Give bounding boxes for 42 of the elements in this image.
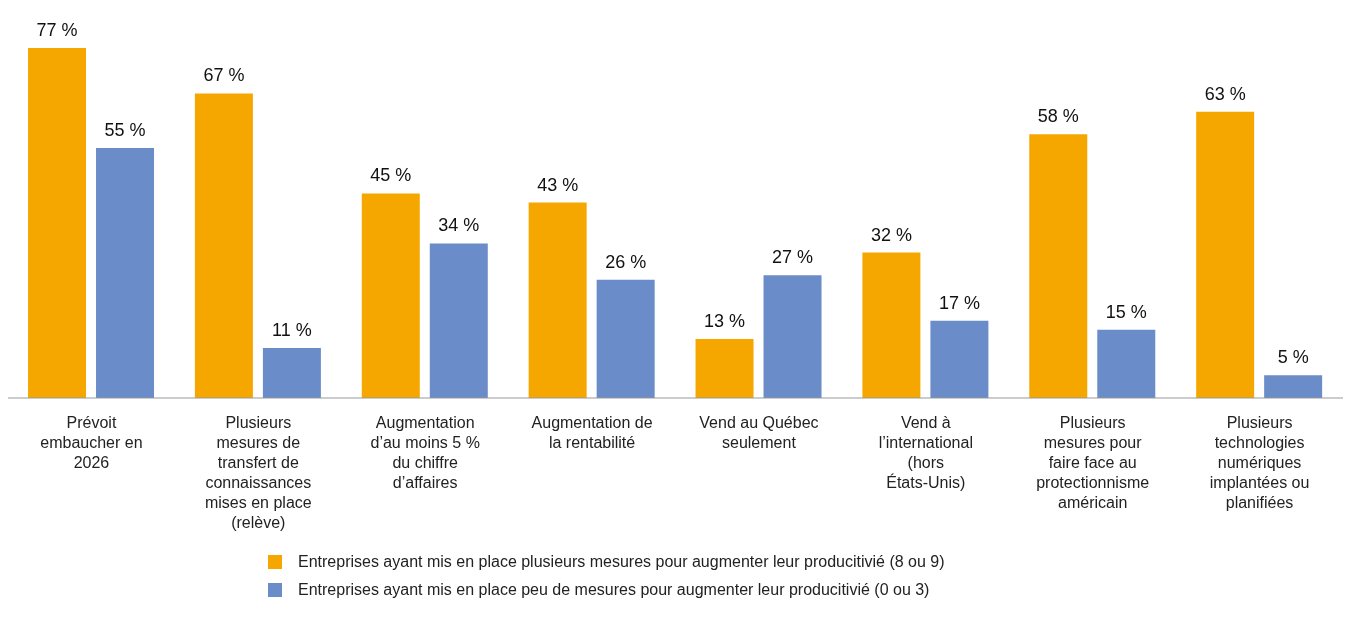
bar <box>862 252 921 398</box>
data-label: 34 % <box>438 215 480 236</box>
bar <box>429 243 488 398</box>
x-tick-label: Plusieurs mesures de transfert de connaissances mises en place (relève) <box>204 414 312 531</box>
bar <box>1264 375 1323 398</box>
bar <box>930 320 989 398</box>
bar <box>262 348 321 398</box>
data-label: 26 % <box>605 251 647 272</box>
bar <box>1196 111 1255 398</box>
data-label: 13 % <box>704 310 746 331</box>
x-tick-label: Prévoit embaucher en 2026 <box>40 414 143 471</box>
x-tick-label: Vend à l’international (hors États-Unis) <box>878 414 973 491</box>
bar <box>763 275 822 398</box>
x-tick-label: Plusieurs mesures pour faire face au protectionnisme américain <box>1036 414 1150 511</box>
data-label: 11 % <box>272 320 312 340</box>
x-tick-label: Augmentation de la rentabilité <box>531 414 653 451</box>
bar <box>361 193 420 398</box>
data-label: 15 % <box>1105 301 1147 322</box>
bar <box>695 338 754 398</box>
data-label: 43 % <box>537 174 579 195</box>
data-label: 55 % <box>104 120 146 140</box>
bar <box>1029 134 1088 398</box>
data-label: 17 % <box>938 292 980 313</box>
data-label: 77 % <box>36 20 78 40</box>
data-label: 32 % <box>870 224 912 245</box>
bar <box>28 48 87 398</box>
data-label: 67 % <box>203 65 245 86</box>
bar <box>1097 329 1156 398</box>
bar <box>596 279 655 398</box>
data-label: 58 % <box>1037 106 1079 127</box>
bar <box>96 148 155 398</box>
legend-label: Entreprises ayant mis en place peu de mesures pour augmenter leur producitivié (0 ou 3) <box>298 581 930 599</box>
data-label: 45 % <box>370 165 412 186</box>
legend-label: Entreprises ayant mis en place plusieurs mesures pour augmenter leur producitivié (8 ou 9) <box>298 553 945 571</box>
x-tick-label: Augmentation d’au moins 5 % du chiffre d’affaires <box>370 414 480 491</box>
data-label: 27 % <box>772 247 814 268</box>
data-label: 5 % <box>1277 347 1309 368</box>
bar <box>528 202 587 398</box>
x-tick-label: Vend au Québec seulement <box>699 414 819 451</box>
bar <box>194 93 253 398</box>
x-tick-label: Plusieurs technologies numériques implantées ou planifiées <box>1209 414 1310 511</box>
data-label: 63 % <box>1204 83 1246 104</box>
